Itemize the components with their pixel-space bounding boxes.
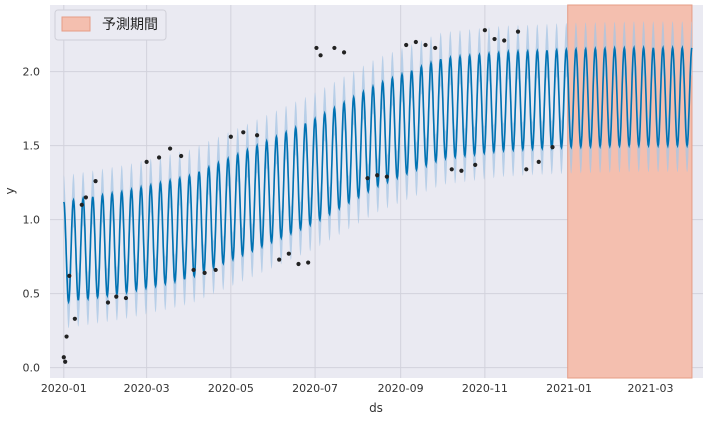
x-axis-label: ds <box>369 401 383 415</box>
observed-point <box>306 260 311 265</box>
y-axis-label: y <box>3 187 17 194</box>
legend: 予測期間 <box>54 9 167 41</box>
observed-point <box>375 173 380 178</box>
observed-point <box>79 202 84 207</box>
x-tick-label: 2020-07 <box>292 382 338 395</box>
observed-point <box>277 257 282 262</box>
observed-point <box>449 167 454 172</box>
observed-points <box>61 28 555 364</box>
observed-point <box>365 176 370 181</box>
observed-point <box>286 251 291 256</box>
observed-point <box>105 300 111 305</box>
observed-point <box>61 355 66 360</box>
y-axis-ticks: 0.0 0.5 1.0 1.5 2.0 <box>23 66 41 375</box>
observed-point <box>482 28 487 33</box>
x-tick-label: 2021-01 <box>546 382 592 395</box>
legend-label: 予測期間 <box>102 17 158 33</box>
x-tick-label: 2020-11 <box>462 382 508 395</box>
observed-point <box>93 179 98 184</box>
y-tick-label: 1.0 <box>23 214 41 227</box>
observed-point <box>63 359 68 364</box>
observed-point <box>144 159 149 164</box>
x-tick-label: 2020-09 <box>378 382 424 395</box>
observed-point <box>213 267 218 273</box>
observed-point <box>515 29 521 34</box>
observed-point <box>179 153 184 159</box>
observed-point <box>314 45 319 51</box>
observed-point <box>64 334 69 339</box>
observed-point <box>492 36 497 42</box>
observed-point <box>413 39 418 45</box>
observed-point <box>473 162 478 167</box>
observed-point <box>459 168 464 173</box>
observed-point <box>341 50 347 55</box>
observed-point <box>241 130 246 135</box>
observed-point <box>332 45 337 51</box>
observed-point <box>502 38 507 43</box>
observed-point <box>156 155 162 160</box>
observed-point <box>83 195 88 200</box>
x-tick-label: 2020-05 <box>208 382 254 395</box>
x-tick-label: 2020-03 <box>124 382 170 395</box>
observed-point <box>254 133 260 138</box>
forecast-line <box>63 44 693 305</box>
observed-point <box>296 261 301 267</box>
observed-point <box>168 146 173 151</box>
y-tick-label: 0.5 <box>23 288 41 301</box>
y-tick-label: 0.0 <box>23 362 41 375</box>
observed-point <box>524 167 529 172</box>
observed-point <box>202 270 207 276</box>
observed-point <box>318 53 323 58</box>
y-tick-label: 2.0 <box>23 66 41 79</box>
observed-point <box>228 134 233 139</box>
observed-point <box>550 144 555 150</box>
y-tick-label: 1.5 <box>23 140 41 153</box>
observed-point <box>384 174 389 179</box>
legend-swatch <box>61 16 91 32</box>
observed-point <box>404 42 409 48</box>
observed-point <box>433 45 438 51</box>
x-tick-label: 2020-01 <box>41 382 87 395</box>
observed-point <box>67 273 72 278</box>
observed-point <box>536 159 541 164</box>
observed-point <box>123 295 129 301</box>
x-axis-ticks: 2020-01 2020-03 2020-05 2020-07 2020-09 2020-… <box>41 382 674 395</box>
observed-point <box>72 316 77 321</box>
forecast-line-path <box>63 44 693 305</box>
observed-point <box>423 42 428 48</box>
x-tick-label: 2021-03 <box>628 382 674 395</box>
observed-point <box>191 267 196 273</box>
observed-point <box>114 294 119 299</box>
